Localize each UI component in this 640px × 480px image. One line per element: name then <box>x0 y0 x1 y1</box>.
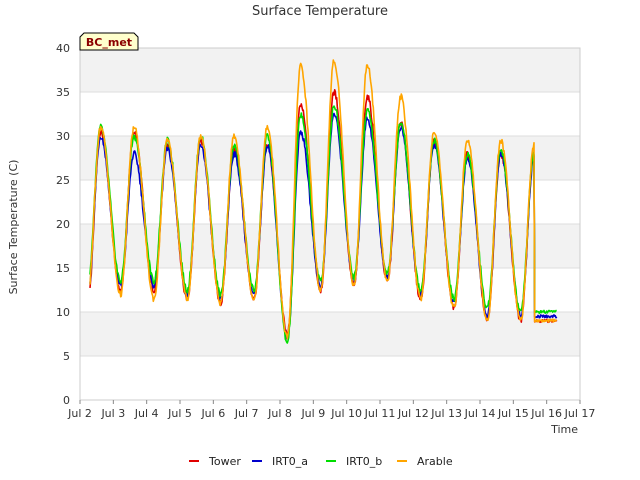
x-tick-label: Jul 15 <box>497 407 529 420</box>
x-tick-label: Jul 2 <box>67 407 92 420</box>
y-tick-label: 20 <box>56 218 70 231</box>
series-line-arable <box>89 59 558 340</box>
y-tick-label: 10 <box>56 306 70 319</box>
site-label: BC_met <box>86 36 132 49</box>
y-tick-label: 30 <box>56 130 70 143</box>
legend-label-tower: Tower <box>208 455 241 468</box>
x-tick-label: Jul 12 <box>397 407 429 420</box>
grid-band <box>80 224 580 268</box>
x-tick-label: Jul 11 <box>364 407 396 420</box>
y-tick-label: 0 <box>63 394 70 407</box>
x-tick-label: Jul 16 <box>530 407 562 420</box>
x-tick-label: Jul 8 <box>267 407 292 420</box>
y-tick-label: 5 <box>63 350 70 363</box>
chart-title: Surface Temperature <box>252 4 388 19</box>
x-tick-label: Jul 3 <box>100 407 125 420</box>
grid-band <box>80 48 580 92</box>
y-tick-label: 25 <box>56 174 70 187</box>
legend-label-arable: Arable <box>417 455 453 468</box>
legend-label-irt0-b: IRT0_b <box>346 455 382 468</box>
x-tick-label: Jul 10 <box>330 407 362 420</box>
grid-band <box>80 356 580 400</box>
x-tick-label: Jul 7 <box>234 407 259 420</box>
y-axis-ticks: 0 5 10 15 20 25 30 35 40 <box>56 42 70 407</box>
y-axis-label: Surface Temperature (C) <box>7 160 20 295</box>
grid-band <box>80 180 580 224</box>
series-lines <box>89 59 558 344</box>
site-label-box: BC_met <box>79 32 139 51</box>
legend-label-irt0-a: IRT0_a <box>272 455 308 468</box>
grid-band <box>80 268 580 312</box>
x-tick-label: Jul 17 <box>564 407 596 420</box>
x-tick-label: Jul 14 <box>464 407 496 420</box>
grid-band <box>80 312 580 356</box>
x-tick-label: Jul 13 <box>430 407 462 420</box>
x-axis-ticks: Jul 2 Jul 3 Jul 4 Jul 5 Jul 6 Jul 7 Jul 8 Jul 9… <box>67 400 595 420</box>
legend: Tower IRT0_a IRT0_b Arable <box>189 455 453 468</box>
y-tick-label: 15 <box>56 262 70 275</box>
y-tick-label: 40 <box>56 42 70 55</box>
x-tick-label: Jul 6 <box>200 407 225 420</box>
x-tick-label: Jul 4 <box>134 407 159 420</box>
x-tick-label: Jul 9 <box>300 407 325 420</box>
x-tick-label: Jul 5 <box>167 407 192 420</box>
y-tick-label: 35 <box>56 86 70 99</box>
x-axis-label: Time <box>550 423 578 436</box>
grid-bands <box>80 48 580 400</box>
plot-area-border <box>79 47 581 401</box>
